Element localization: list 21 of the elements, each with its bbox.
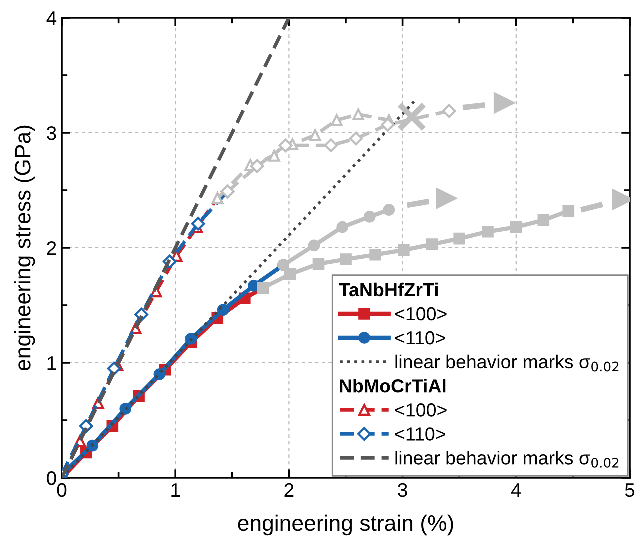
x-tick-label: 0 xyxy=(57,483,67,498)
annotation: NbMoCrTiAl xyxy=(340,379,446,393)
annotation: TaNbHfZrTi xyxy=(339,282,438,297)
legend-label: <110> xyxy=(395,331,446,345)
legend-label: linear behavior marks σ$_{0.02}$ xyxy=(396,451,619,468)
legend-label: <110> xyxy=(395,428,446,441)
y-axis-title: engineering stress (GPa) xyxy=(14,126,36,371)
y-tick-label: 2 xyxy=(47,241,56,256)
x-tick-label: 3 xyxy=(398,483,408,498)
x-tick-label: 1 xyxy=(172,484,180,497)
y-tick-label: 0 xyxy=(47,471,56,486)
legend-label: <100> xyxy=(395,404,447,417)
y-tick-label: 4 xyxy=(46,12,57,26)
x-axis-title: engineering strain (%) xyxy=(238,514,454,536)
legend-label: linear behavior marks σ$_{0.02}$ xyxy=(396,354,619,372)
legend-label: <100> xyxy=(395,307,447,321)
y-tick-label: 3 xyxy=(47,126,56,140)
y-tick-label: 1 xyxy=(48,356,56,370)
x-tick-label: 5 xyxy=(625,484,635,498)
x-tick-label: 4 xyxy=(511,484,522,497)
x-tick-label: 2 xyxy=(284,483,294,497)
